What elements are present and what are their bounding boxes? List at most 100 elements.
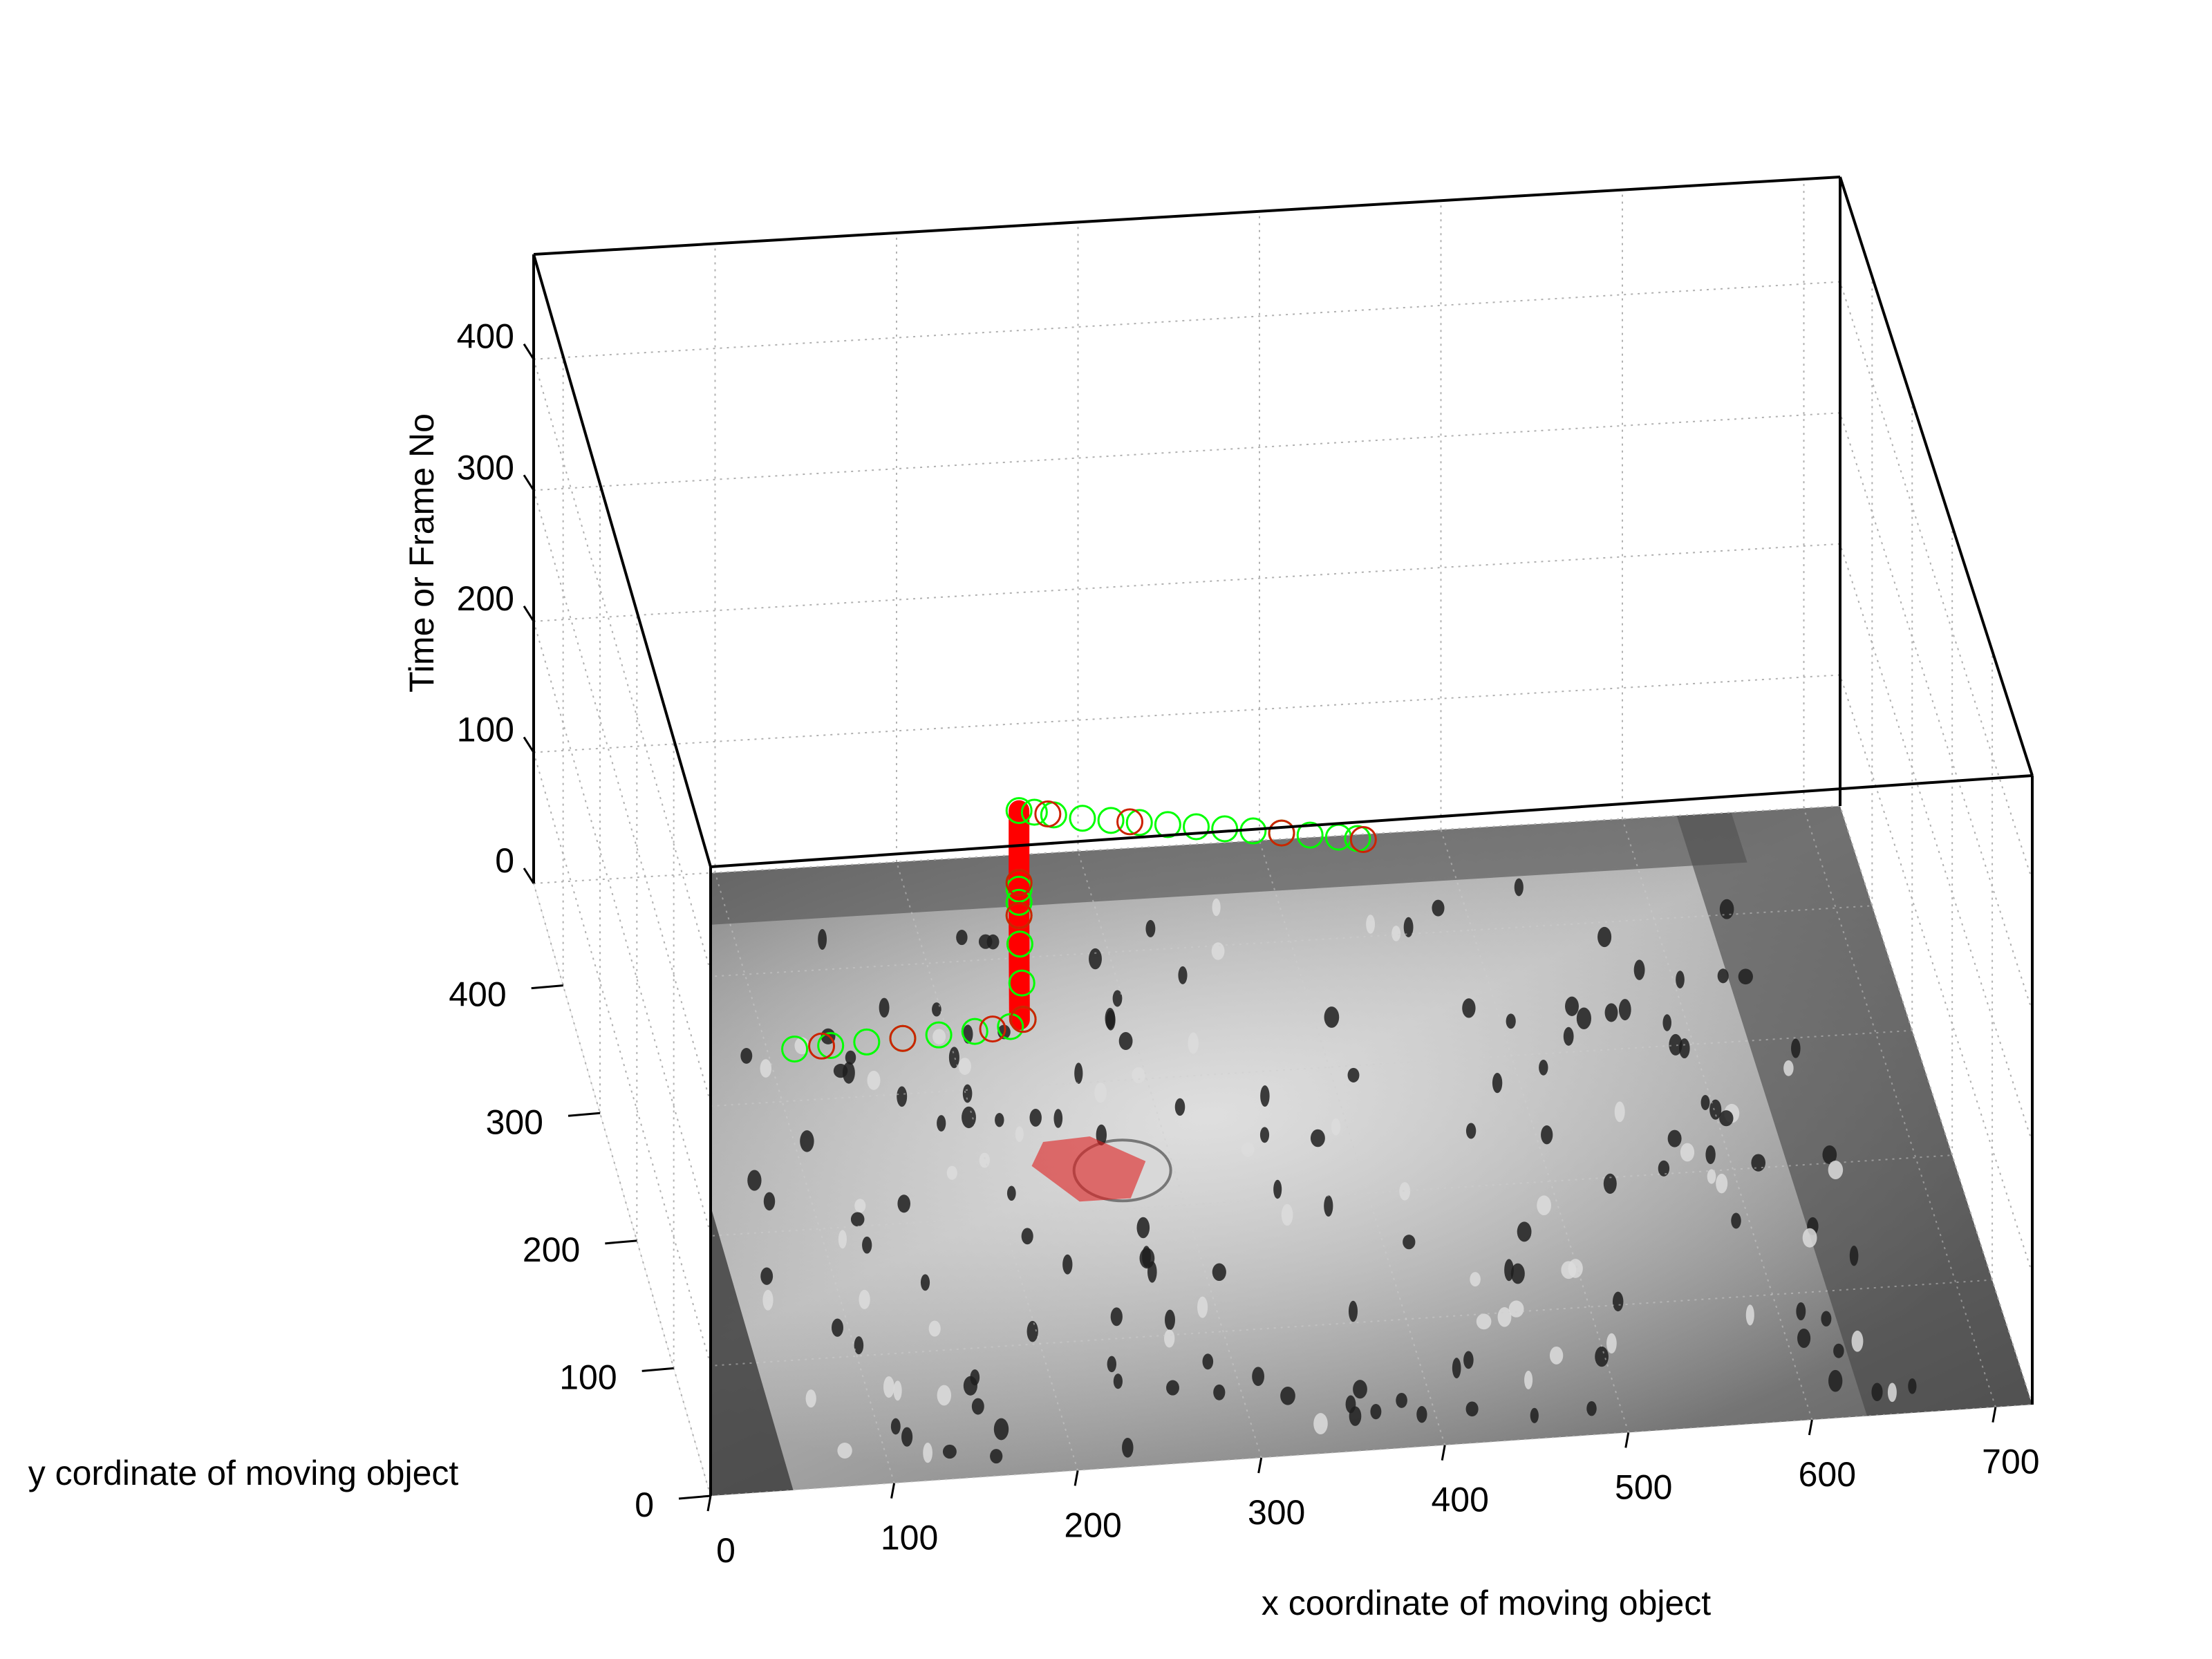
series-marker (979, 1015, 1006, 1043)
photo-pedestrian (1783, 1060, 1794, 1076)
photo-pedestrian (1669, 1033, 1683, 1056)
wall-gridline-z (533, 359, 711, 972)
photo-pedestrian (1353, 1380, 1367, 1399)
x-tick-label: 500 (1615, 1468, 1672, 1506)
back-walls (534, 177, 2032, 1496)
y-tick (531, 984, 563, 990)
series-marker (1125, 809, 1153, 836)
photo-pedestrian (1074, 1062, 1083, 1085)
photo-pedestrian (1549, 1346, 1564, 1365)
photo-pedestrian (1492, 1072, 1503, 1094)
photo-pedestrian (740, 1047, 753, 1064)
floor-gridline-x (714, 872, 895, 1483)
photo-pedestrian (1213, 1384, 1226, 1400)
photo-pedestrian (1310, 1129, 1325, 1147)
photo-pedestrian (883, 1376, 894, 1398)
photo-pedestrian (958, 1058, 971, 1075)
photo-pedestrian (859, 1289, 870, 1309)
y-tick-label: 100 (559, 1358, 617, 1396)
photo-pedestrian (1403, 1235, 1416, 1250)
photo-pedestrian (747, 1170, 762, 1191)
wall-gridline-z (1839, 543, 2033, 1143)
z-tick (523, 343, 535, 360)
photo-pedestrian (1465, 1123, 1477, 1139)
photo-pedestrian (1618, 999, 1631, 1021)
photo-pedestrian (1849, 1245, 1859, 1266)
photo-pedestrian (1797, 1328, 1811, 1349)
photo-pedestrian (1324, 1006, 1340, 1028)
photo-pedestrian (1096, 1124, 1107, 1146)
photo-pedestrian (1006, 1185, 1016, 1201)
photo-pedestrian (1612, 1291, 1624, 1312)
photo-pedestrian (1463, 1351, 1474, 1369)
series-marker (889, 1024, 917, 1052)
photo-pedestrian (1202, 1353, 1214, 1370)
series-marker (1005, 875, 1033, 903)
photo-pedestrian (1595, 1346, 1609, 1367)
photo-pedestrian (1122, 1437, 1134, 1458)
photo-pedestrian (1281, 1203, 1293, 1226)
photo-pedestrian (1053, 1109, 1063, 1128)
photo-pedestrian (1015, 1126, 1024, 1143)
box-edge (710, 774, 2033, 868)
photo-pedestrian (762, 1289, 774, 1311)
y-tick (678, 1494, 711, 1500)
region-polygon (1031, 1136, 1146, 1202)
photo-pedestrian (1252, 1367, 1264, 1387)
x-tick (890, 1483, 896, 1499)
wall-gridline-z (533, 621, 711, 1235)
y-tick-label: 400 (449, 975, 506, 1014)
y-tick-label: 0 (635, 1485, 654, 1524)
z-tick (523, 868, 535, 884)
wall-gridline-z (533, 489, 711, 1103)
photo-pedestrian (1603, 1173, 1617, 1194)
photo-pedestrian (818, 929, 827, 950)
photo-pedestrian (832, 1318, 843, 1337)
photo-pedestrian (1719, 899, 1734, 919)
photo-pedestrian (1212, 898, 1221, 917)
photo-pedestrian (838, 1230, 847, 1249)
photo-pedestrian (1462, 998, 1476, 1018)
highlight-region-layer (1031, 1136, 1146, 1202)
photo-pedestrian (1197, 1296, 1208, 1318)
x-tick (1257, 1457, 1263, 1474)
y-tick (605, 1239, 637, 1245)
photo-pedestrian (920, 1274, 930, 1291)
photo-pedestrian (1403, 917, 1414, 937)
side-wall-left (534, 254, 711, 1496)
photo-pedestrian (1597, 926, 1612, 948)
wall-gridline-z (1839, 412, 2033, 1012)
photo-pedestrian (1324, 1195, 1333, 1217)
floor-gridline-x (1259, 840, 1446, 1445)
photo-pedestrian (1676, 971, 1685, 988)
photo-pedestrian (1541, 1125, 1553, 1145)
photo-pedestrian (1452, 1358, 1461, 1379)
wall-gridline-z (1839, 805, 2033, 1405)
photo-pedestrian (1658, 1160, 1670, 1177)
floor-gridline-x (1803, 807, 1996, 1407)
photo-pedestrian (1145, 919, 1156, 937)
y-axis-title: y cordinate of moving object (28, 1454, 459, 1492)
wall-gridline-z (1839, 281, 2033, 881)
z-tick (523, 736, 535, 753)
series-marker (1005, 901, 1033, 929)
photo-pedestrian (1366, 915, 1376, 934)
z-tick-label: 300 (457, 448, 514, 487)
z-tick-label: 100 (457, 710, 514, 749)
series-marker (1268, 819, 1295, 847)
trajectory-layer (781, 797, 1377, 1063)
photo-pedestrian (995, 1113, 1004, 1127)
photo-pedestrian (942, 1444, 957, 1459)
photo-pedestrian (842, 1062, 855, 1084)
wall-gridline-z (533, 752, 711, 1365)
photo-pedestrian (1188, 1032, 1199, 1054)
x-tick-label: 0 (716, 1531, 735, 1570)
photo-pedestrian (948, 1047, 959, 1069)
z-tick (523, 606, 535, 622)
series-marker (1296, 821, 1324, 849)
photo-pedestrian (1667, 1130, 1682, 1147)
photo-pedestrian (1062, 1254, 1073, 1275)
series-marker (925, 1021, 953, 1049)
photo-pedestrian (893, 1380, 902, 1401)
